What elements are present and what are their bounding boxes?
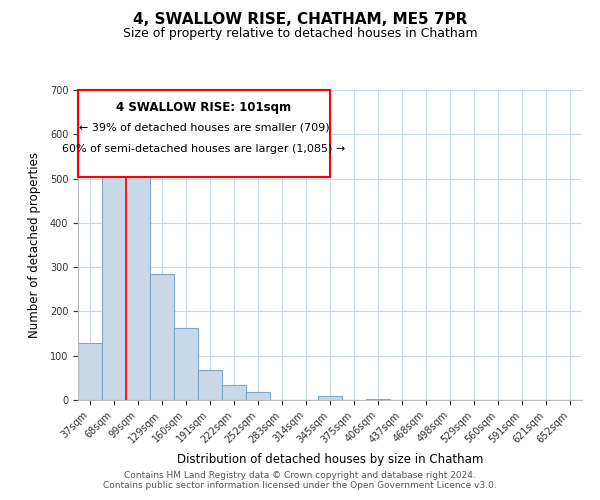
Bar [366, 398, 390, 400]
Text: ← 39% of detached houses are smaller (709): ← 39% of detached houses are smaller (70… [79, 122, 329, 132]
Bar [246, 392, 270, 400]
Text: 60% of semi-detached houses are larger (1,085) →: 60% of semi-detached houses are larger (… [62, 144, 346, 154]
Bar [174, 328, 198, 400]
Bar [102, 154, 126, 400]
Bar [126, 154, 150, 400]
FancyBboxPatch shape [78, 90, 330, 177]
X-axis label: Distribution of detached houses by size in Chatham: Distribution of detached houses by size … [177, 453, 483, 466]
Y-axis label: Number of detached properties: Number of detached properties [28, 152, 41, 338]
Bar [150, 274, 174, 400]
Bar [78, 344, 102, 400]
Bar [198, 370, 222, 400]
Text: Contains HM Land Registry data © Crown copyright and database right 2024.: Contains HM Land Registry data © Crown c… [124, 471, 476, 480]
Text: Contains public sector information licensed under the Open Government Licence v3: Contains public sector information licen… [103, 481, 497, 490]
Text: 4, SWALLOW RISE, CHATHAM, ME5 7PR: 4, SWALLOW RISE, CHATHAM, ME5 7PR [133, 12, 467, 28]
Bar [318, 396, 342, 400]
Text: 4 SWALLOW RISE: 101sqm: 4 SWALLOW RISE: 101sqm [116, 101, 292, 114]
Text: Size of property relative to detached houses in Chatham: Size of property relative to detached ho… [122, 28, 478, 40]
Bar [222, 386, 246, 400]
